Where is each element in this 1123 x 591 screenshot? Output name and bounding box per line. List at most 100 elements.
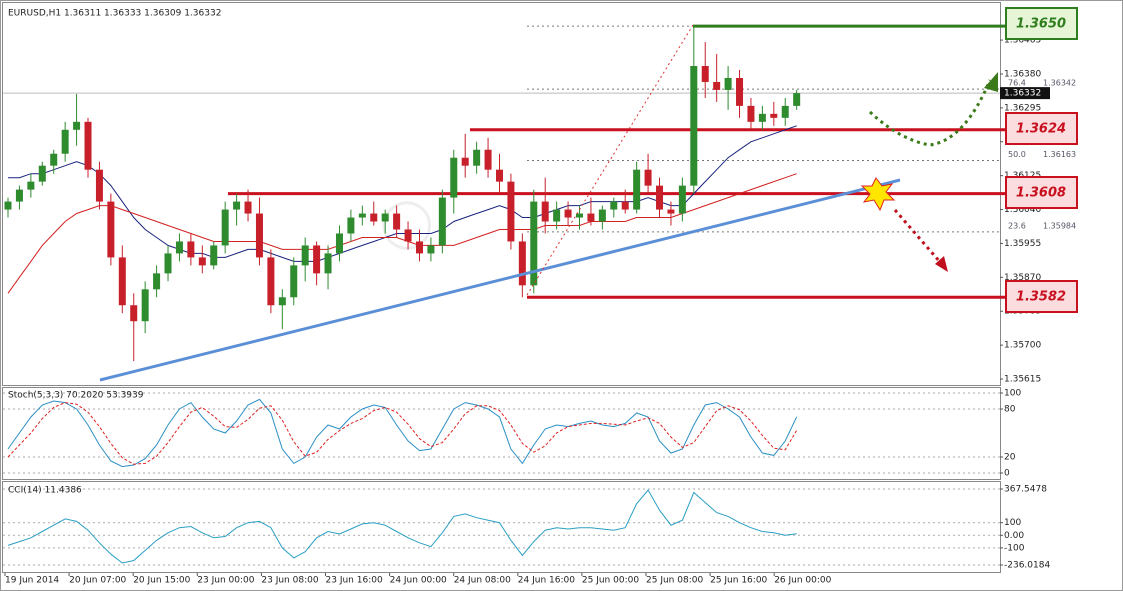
level-box [1005,280,1078,313]
y-tick-label: 1.35955 [1004,239,1041,249]
candle-body [576,213,583,218]
candle-body [427,245,435,254]
candle-body [747,105,755,122]
y-tick-label: 1.36040 [1004,205,1041,215]
candle-body [381,213,389,222]
candle-body [61,129,69,154]
candle-body [84,121,92,170]
y-tick-label: 1.36295 [1004,103,1041,113]
candle-body [221,209,229,246]
stoch-title: Stoch(5,3,3) 70.2020 53.3939 [8,391,144,401]
candle-body [290,265,298,298]
y-tick-label: 1.36380 [1004,69,1041,79]
candle-body [644,169,652,186]
candle-body [233,201,241,210]
candle-body [393,213,401,230]
down-arrow-head [935,256,948,272]
candle-body [27,181,35,190]
level-box [1005,112,1078,145]
candle-body [553,209,561,222]
candle-body [141,289,149,322]
watermark: ◯ [380,194,434,250]
candle-body [175,241,183,254]
x-tick-label: 26 Jun 00:00 [774,576,831,586]
up-arrow-head [984,72,998,92]
level-box [1005,7,1078,40]
down-arrow [893,209,942,263]
candle-body [187,241,195,258]
candle-body [370,213,378,222]
y-tick-label: 100 [1004,518,1021,528]
candle-body [690,66,698,186]
x-tick-label: 23 Jun 16:00 [326,576,383,586]
trend-line [99,178,901,382]
y-tick-label: 0 [1004,469,1010,479]
candle-body [335,233,343,254]
candle-body [713,81,721,90]
candle-body [164,253,172,274]
fib-price: 1.36163 [1043,150,1076,159]
candle-body [358,213,366,218]
y-tick-label: 1.36465 [1004,36,1041,46]
fib-level: 23.6 [1008,221,1026,230]
candle-body [473,149,481,166]
candle-body [495,169,503,182]
x-tick-label: 24 Jun 16:00 [518,576,575,586]
candle-body [656,185,664,210]
main-title: EURUSD,H1 1.36311 1.36333 1.36309 1.3633… [8,9,221,19]
candle-body [461,157,469,166]
candle-body [621,201,629,210]
candle-body [564,209,572,218]
x-tick-label: 24 Jun 00:00 [390,576,447,586]
candle-body [770,113,778,118]
candle-body [198,257,206,266]
candle-body [438,197,446,246]
stoch-panel [2,387,1001,480]
candle-body [507,181,515,242]
level-label: 1.3624 [1016,122,1066,137]
candle-body [758,113,766,122]
level-label: 1.3608 [1016,186,1066,201]
candle-body [301,245,309,266]
breakout-icon [860,177,896,212]
candle-body [324,253,332,274]
fib-level: 50.0 [1008,150,1026,159]
last-price-box [1000,87,1050,100]
candle-body [278,297,286,306]
x-tick-label: 20 Jun 15:00 [133,576,190,586]
candle-body [95,169,103,202]
candle-body [347,217,355,234]
candle-body [244,201,252,214]
candle-body [255,213,263,258]
x-tick-label: 24 Jun 08:00 [454,576,511,586]
up-arrow [868,79,992,147]
line-series [7,402,798,465]
candle-body [781,105,789,118]
y-tick-label: -100 [1004,543,1025,553]
y-tick-label: 1.35615 [1004,375,1041,385]
x-tick-label: 19 Jun 2014 [5,576,59,586]
y-tick-label: -236.0184 [1004,561,1050,571]
y-tick-label: 100 [1004,389,1021,399]
candle-body [107,201,115,258]
level-label: 1.3650 [1016,17,1066,32]
candle-body [598,209,606,222]
y-tick-label: 80 [1004,405,1016,415]
x-tick-label: 25 Jun 08:00 [646,576,703,586]
candle-body [38,165,46,182]
level-box [1005,176,1078,209]
candle-body [118,257,126,306]
last-price-label: 1.36332 [1004,89,1041,99]
line-series [8,125,797,262]
x-tick-label: 20 Jun 07:00 [69,576,126,586]
candle-body [610,201,618,210]
line-series [7,398,798,468]
candle-body [518,241,526,286]
fib-level: 76.4 [1008,79,1026,88]
y-tick-label: 20 [1004,453,1016,463]
candle-body [73,121,81,130]
fib-price: 1.36342 [1043,79,1076,88]
candle-body [267,257,275,306]
